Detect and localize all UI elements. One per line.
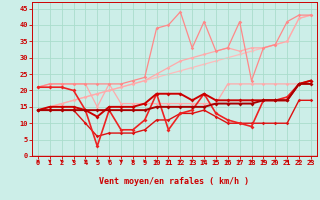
X-axis label: Vent moyen/en rafales ( km/h ): Vent moyen/en rafales ( km/h )	[100, 177, 249, 186]
